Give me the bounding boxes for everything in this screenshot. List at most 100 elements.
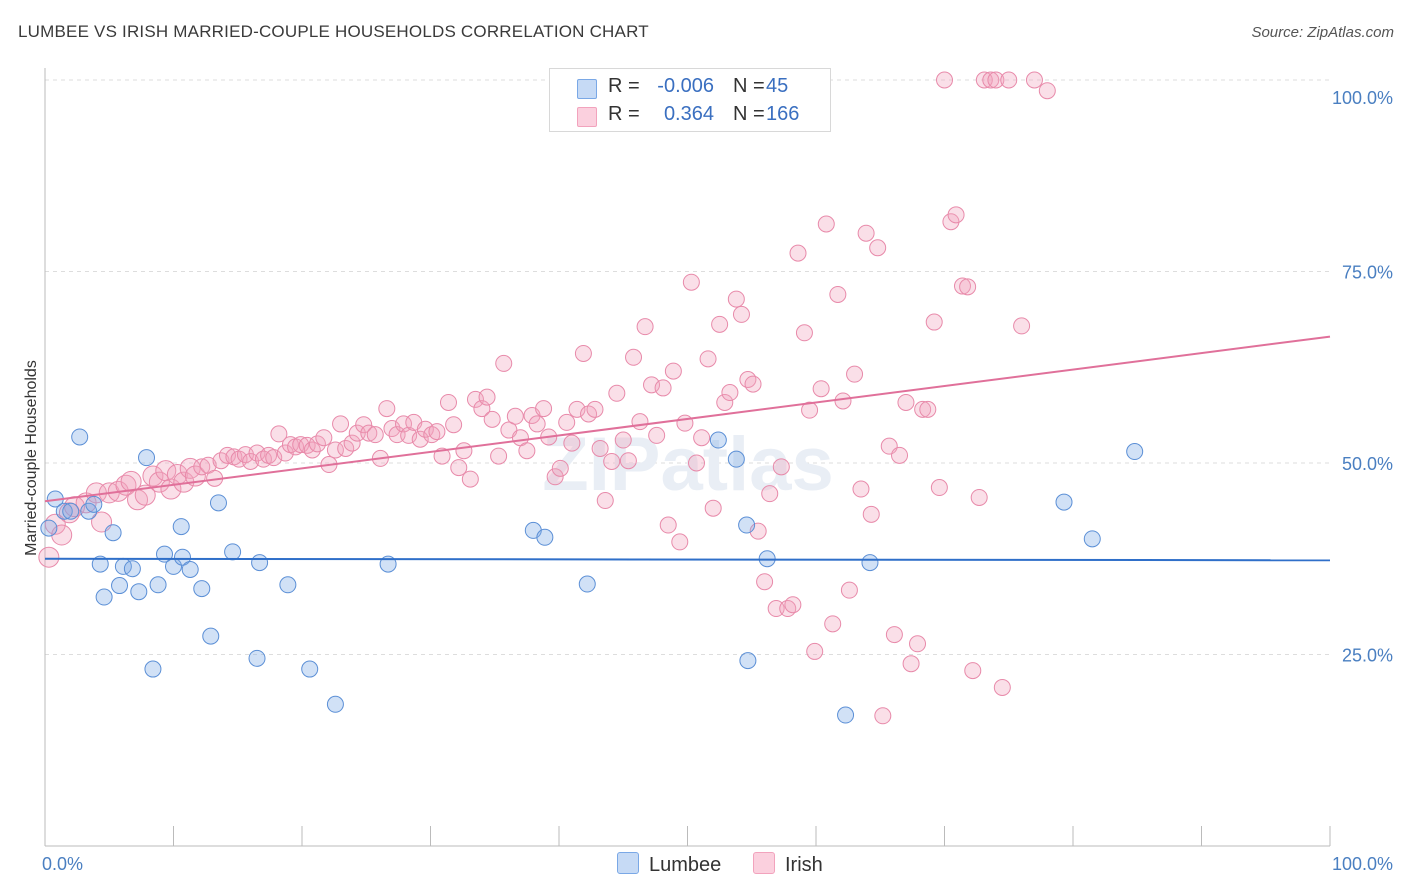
data-point [428,423,446,441]
data-point [739,371,757,389]
data-point [439,393,457,411]
data-point [193,458,211,476]
data-point [704,499,722,517]
data-point [332,415,350,433]
data-point [784,596,802,614]
data-point [874,707,892,725]
y-tick-label: 50.0% [1342,454,1393,474]
data-point [450,459,468,477]
lumbee-legend-swatch [617,852,639,874]
data-point [44,513,66,535]
data-point [993,678,1011,696]
data-point [817,215,835,233]
data-point [130,583,148,601]
data-point [648,426,666,444]
data-point [806,642,824,660]
legend-row-lumbee: R = -0.006 N = 45 [550,73,830,101]
data-point [62,502,80,520]
data-point [795,324,813,342]
r-label: R = [608,103,640,125]
data-point [360,424,378,442]
data-point [744,375,762,393]
data-point [682,273,700,291]
watermark: ZIPatlas [542,422,833,507]
data-point [857,224,875,242]
data-point [495,354,513,372]
irish-legend-label: Irish [785,854,823,876]
data-point [38,546,60,568]
data-point [861,554,879,572]
data-point [925,313,943,331]
data-point [423,426,441,444]
data-point [897,393,915,411]
data-point [1126,443,1144,461]
data-point [664,362,682,380]
data-point [149,576,167,594]
data-point [732,305,750,323]
data-point [959,278,977,296]
data-point [727,290,745,308]
data-point [483,410,501,428]
data-point [1013,317,1031,335]
y-tick-labels: 25.0% 50.0% 75.0% 100.0% [1332,88,1393,666]
stats-legend: R = -0.006 N = 45 R = 0.364 N = 166 [549,68,831,132]
data-point [709,431,727,449]
data-point [738,516,756,534]
data-point [251,554,269,572]
data-point [173,548,191,566]
data-point [536,528,554,546]
data-point [85,495,103,513]
data-point [55,502,73,520]
data-point [209,494,227,512]
legend-item-lumbee[interactable]: Lumbee [617,852,721,877]
data-point [455,442,473,460]
legend-row-irish: R = 0.364 N = 166 [550,101,830,129]
legend-item-irish[interactable]: Irish [753,852,823,877]
data-point [433,447,451,465]
data-point [123,560,141,578]
n-label: N = [733,103,765,125]
grid-lines [45,79,1330,655]
data-point [490,447,508,465]
data-point [727,450,745,468]
data-point [716,393,734,411]
data-point [478,388,496,406]
data-point [506,407,524,425]
data-point [772,458,790,476]
data-point [142,465,164,487]
data-point [739,652,757,670]
data-point [445,416,463,434]
data-point [248,649,266,667]
x-tick-label-min: 0.0% [42,854,83,874]
data-point [348,424,366,442]
data-point [829,285,847,303]
lumbee-trend-line [44,557,1331,562]
data-point [930,479,948,497]
data-point [193,580,211,598]
data-point [91,555,109,573]
data-point [608,384,626,402]
data-point [355,416,373,434]
data-point [619,452,637,470]
data-point [95,588,113,606]
y-axis-label: Married-couple Households [23,360,40,556]
data-point [366,426,384,444]
x-tick-label-max: 100.0% [1332,854,1393,874]
data-point [840,581,858,599]
data-point [914,400,932,418]
data-point [551,459,569,477]
n-value: 166 [766,103,800,125]
data-point [891,446,909,464]
data-point [578,575,596,593]
data-point [120,470,142,492]
data-point [852,480,870,498]
r-label: R = [608,75,640,97]
lumbee-points [40,428,1144,724]
lumbee-legend-label: Lumbee [649,854,722,876]
data-point [80,502,98,520]
data-point [535,400,553,418]
data-point [919,400,937,418]
x-ticks [173,826,1331,846]
data-point [574,344,592,362]
